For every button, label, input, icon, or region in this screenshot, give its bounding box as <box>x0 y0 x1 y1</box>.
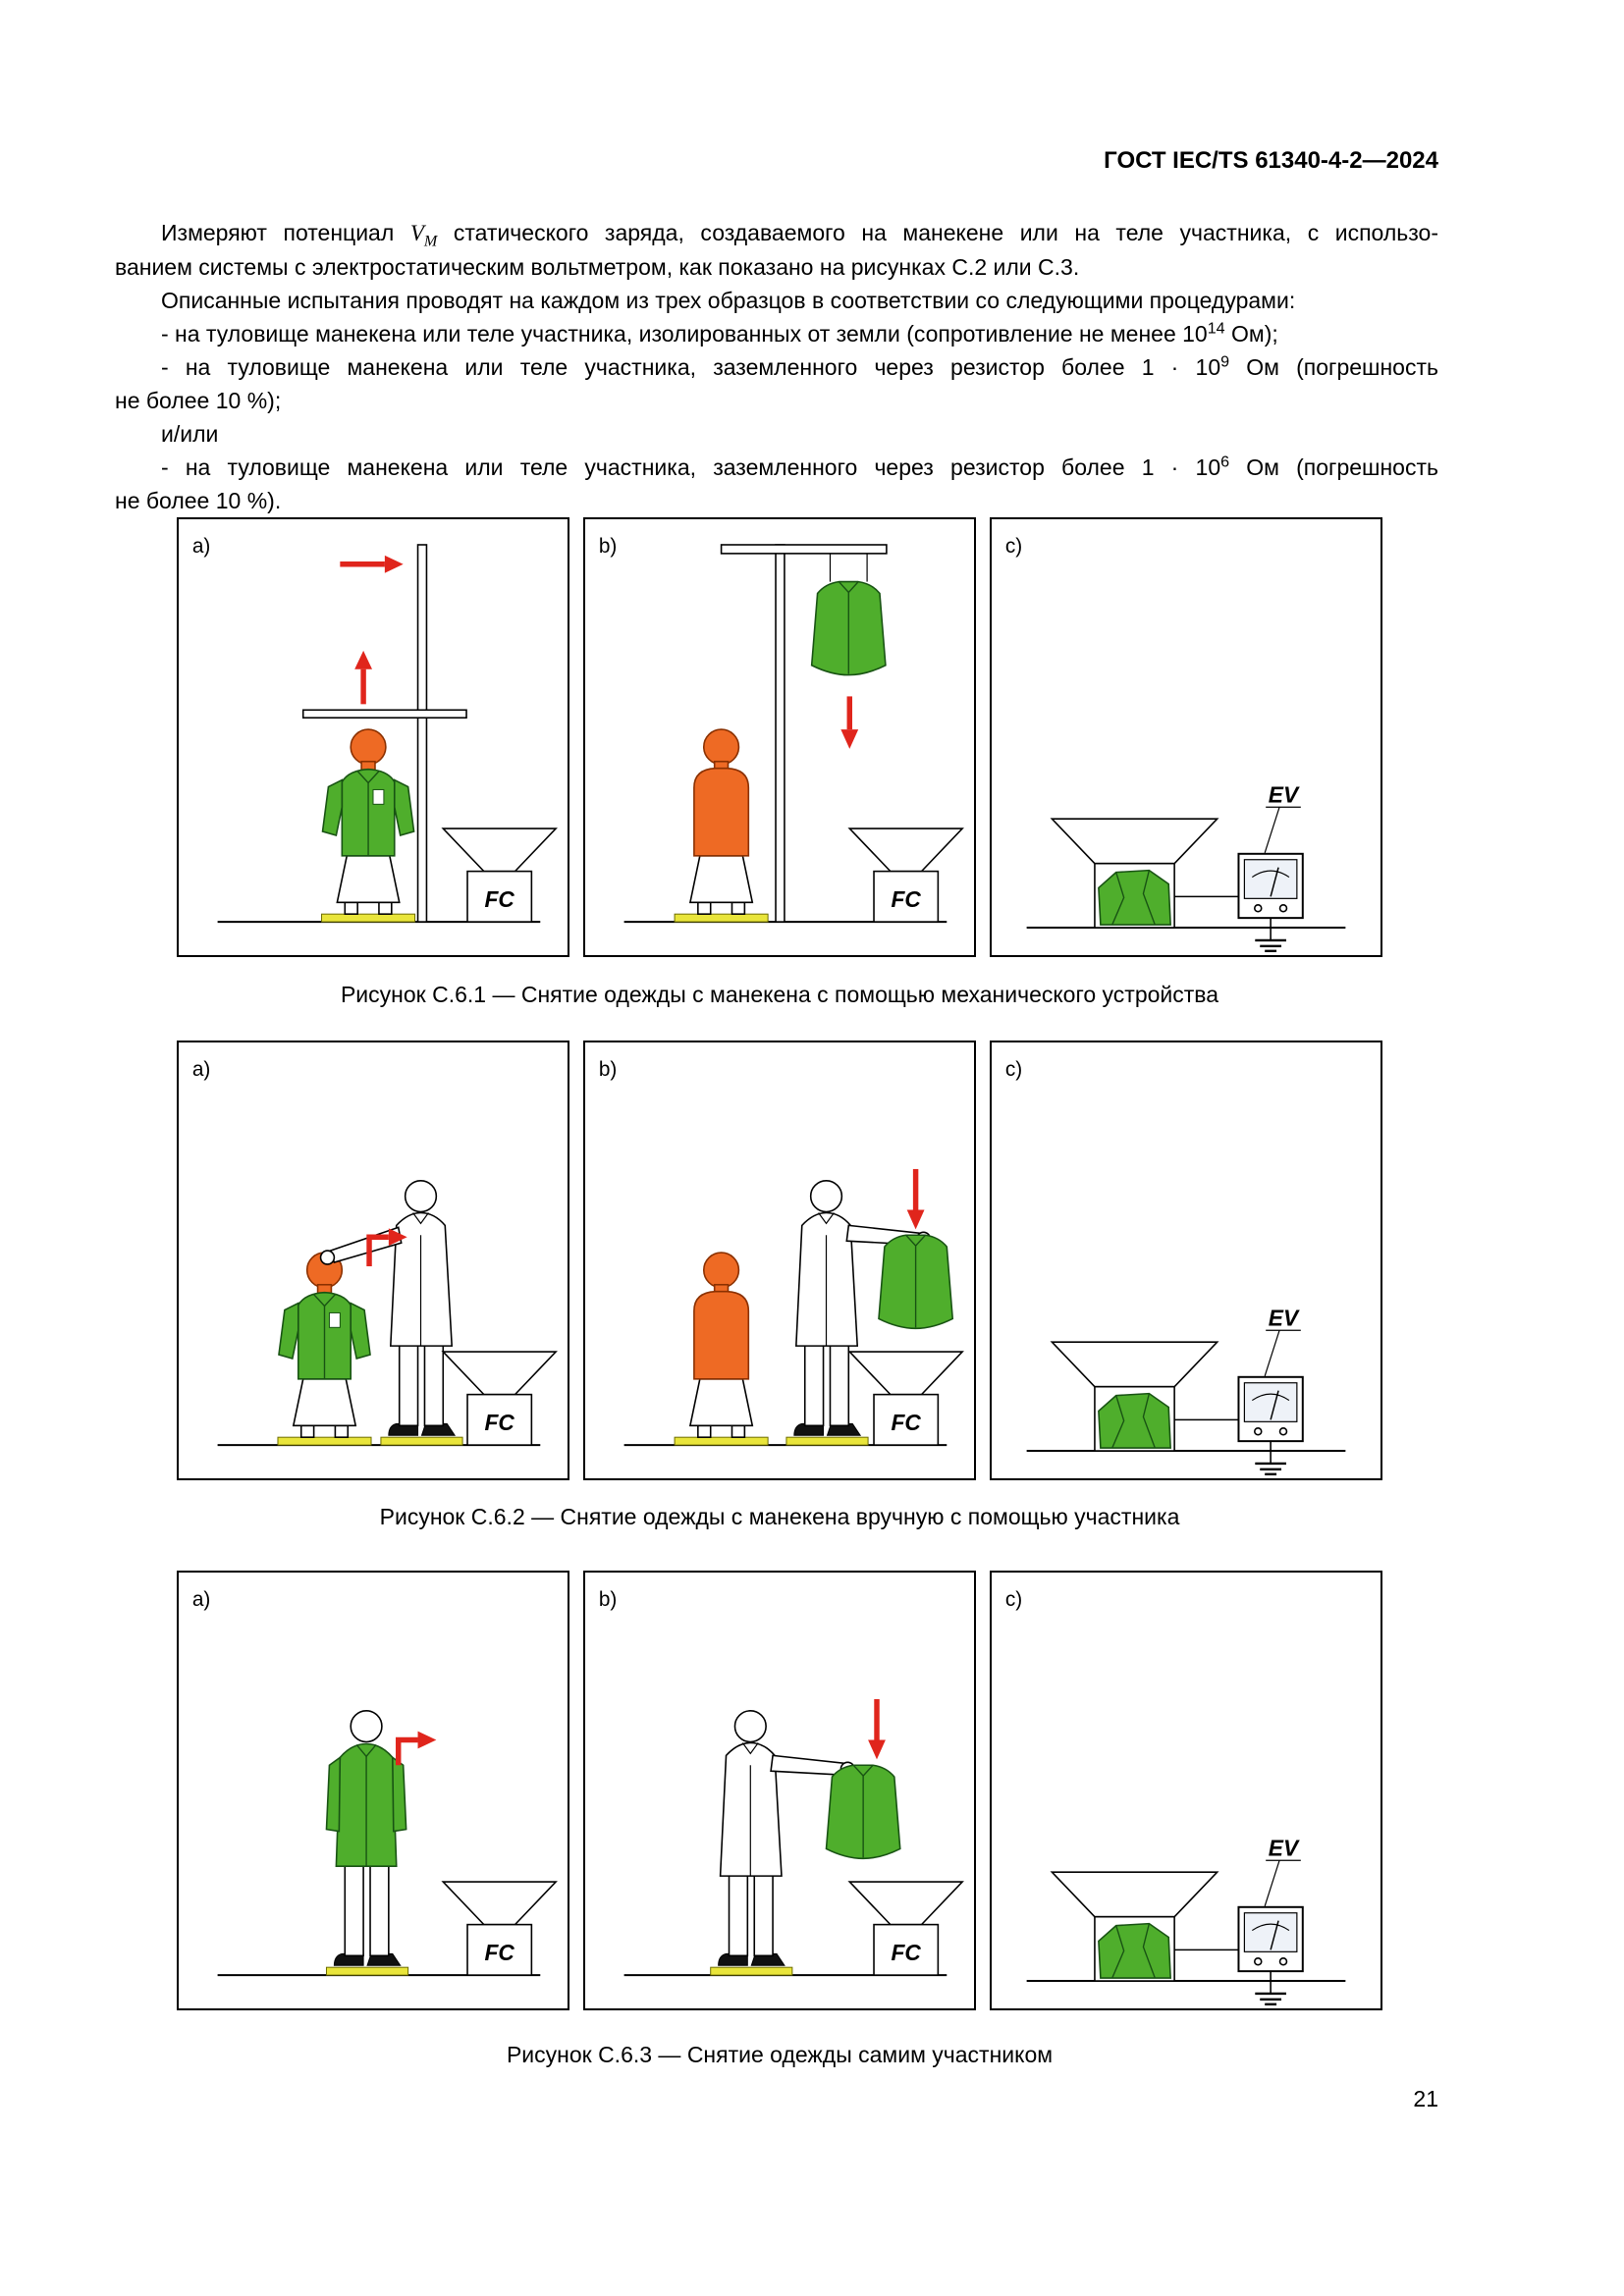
panel-label-c: c) <box>1005 535 1022 558</box>
page-number: 21 <box>1413 2086 1438 2111</box>
figure-c61: a) b) c) <box>177 517 1382 957</box>
lifting-stand <box>301 544 467 923</box>
faraday-cup <box>848 828 963 923</box>
document-header: ГОСТ IEC/TS 61340-4-2—2024 <box>115 147 1438 175</box>
text-run: Измеряют потенциал <box>161 220 410 245</box>
standard-number: ГОСТ IEC/TS 61340-4-2—2024 <box>1104 147 1438 174</box>
panel-label-c: c) <box>1005 1058 1022 1081</box>
exponent: 14 <box>1207 319 1225 338</box>
list-item-resistor-1e9-line2: не более 10 %); <box>115 388 282 413</box>
figure-c61-caption: Рисунок С.6.1 — Снятие одежды с манекена… <box>340 982 1219 1007</box>
lifting-stand <box>720 544 888 923</box>
figure-c62-panel-a: a) <box>177 1041 569 1480</box>
panel-label-c: c) <box>1005 1588 1022 1611</box>
text-run: Ом (погрешность <box>1229 454 1438 480</box>
faraday-cup <box>442 1881 557 1976</box>
text-run: Ом); <box>1224 321 1278 347</box>
list-item-resistor-1e9-line1: - на туловище манекена или теле участник… <box>115 350 1438 384</box>
paragraph-procedures: Описанные испытания проводят на каждом и… <box>161 288 1296 313</box>
figure-c63-panel-b: b) <box>583 1571 976 2010</box>
exponent: 9 <box>1220 352 1230 371</box>
paragraph-measurement-line1: Измеряют потенциал VM статического заряд… <box>115 216 1438 250</box>
measurement-apparatus <box>1027 781 1346 950</box>
figure-c63-caption: Рисунок С.6.3 — Снятие одежды самим учас… <box>506 2042 1054 2067</box>
measurement-apparatus <box>1027 1835 1346 2003</box>
panel-label-a: a) <box>192 535 210 558</box>
paragraph-measurement: Измеряют потенциал VM статического заряд… <box>115 216 1438 284</box>
text-run: - на туловище манекена или теле участник… <box>161 454 1221 480</box>
faraday-cup <box>848 1881 963 1976</box>
measurement-apparatus <box>1027 1305 1346 1473</box>
list-item-resistor-1e6-line1: - на туловище манекена или теле участник… <box>115 451 1438 484</box>
list-item-resistor-1e6: - на туловище манекена или теле участник… <box>115 451 1438 517</box>
paragraph-measurement-line2: ванием системы с электростатическим воль… <box>115 254 1080 280</box>
red-arrow-down <box>840 696 859 749</box>
figure-c62-panel-b: b) <box>583 1041 976 1480</box>
garment-held <box>878 1234 954 1330</box>
figure-c61-panel-a: a) <box>177 517 569 957</box>
mannequin-bare <box>674 728 769 923</box>
mannequin-with-garment <box>277 1252 372 1446</box>
body-text: Измеряют потенциал VM статического заряд… <box>115 216 1438 517</box>
mannequin-with-garment <box>320 728 416 923</box>
variable-vm-subscript: M <box>423 233 438 250</box>
faraday-cup <box>848 1351 963 1446</box>
panel-label-b: b) <box>599 1058 617 1081</box>
variable-vm: V <box>409 221 424 245</box>
exponent: 6 <box>1220 453 1230 471</box>
figure-c62: a) b) c) <box>177 1041 1382 1480</box>
figure-c61-panel-c: c) <box>990 517 1382 957</box>
figure-c63-panel-c: c) <box>990 1571 1382 2010</box>
red-arrow-up <box>354 650 373 705</box>
panel-label-b: b) <box>599 535 617 558</box>
faraday-cup <box>442 828 557 923</box>
list-item-resistor-1e9: - на туловище манекена или теле участник… <box>115 350 1438 417</box>
text-run: Ом (погрешность <box>1229 354 1438 380</box>
red-arrow-down <box>906 1168 925 1230</box>
garment-hoisted <box>810 580 887 676</box>
red-arrow-bent <box>366 1228 407 1266</box>
figure-c63: a) b) c) <box>177 1571 1382 2010</box>
panel-label-a: a) <box>192 1588 210 1611</box>
garment-held <box>825 1764 901 1860</box>
figure-c61-panel-b: b) <box>583 517 976 957</box>
faraday-cup <box>442 1351 557 1446</box>
red-arrow-down <box>868 1698 886 1760</box>
text-run: - на туловище манекена или теле участник… <box>161 321 1208 347</box>
list-item-resistor-1e6-line2: не более 10 %). <box>115 488 282 513</box>
text-run: - на туловище манекена или теле участник… <box>161 354 1221 380</box>
list-item-or: и/или <box>161 421 219 447</box>
mannequin-bare <box>674 1252 769 1446</box>
red-arrow-bent <box>396 1731 437 1766</box>
list-item-isolated: - на туловище манекена или теле участник… <box>115 317 1438 350</box>
figure-c62-caption: Рисунок С.6.2 — Снятие одежды с манекена… <box>379 1504 1180 1529</box>
text-run: статического заряда, создаваемого на ман… <box>437 220 1438 245</box>
panel-label-a: a) <box>192 1058 210 1081</box>
panel-label-b: b) <box>599 1588 617 1611</box>
figure-c63-panel-a: a) <box>177 1571 569 2010</box>
red-arrow-right <box>340 555 404 573</box>
figure-c62-panel-c: c) <box>990 1041 1382 1480</box>
